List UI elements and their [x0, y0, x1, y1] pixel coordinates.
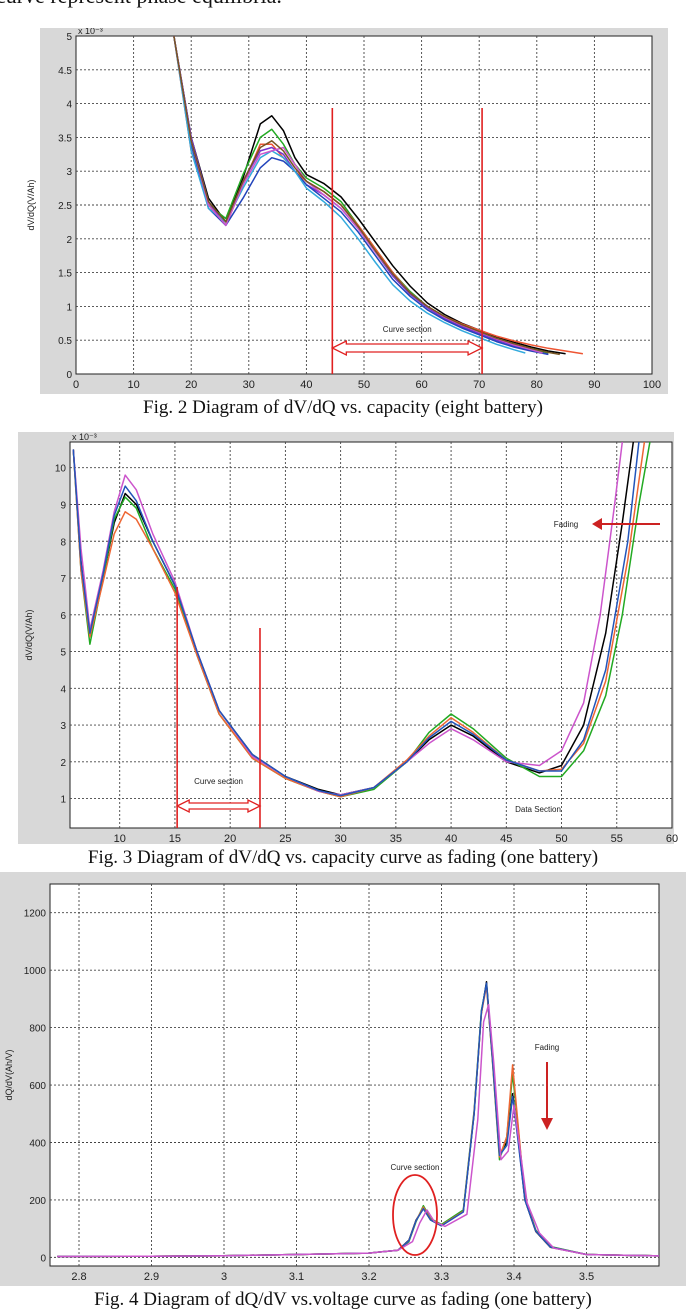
y-axis-multiplier: x 10⁻³: [72, 432, 97, 442]
x-tick-label: 3.3: [434, 1271, 449, 1283]
y-axis-label: dV/dQ(V/Ah): [26, 179, 36, 230]
series-line-8: [173, 36, 560, 356]
figure-2-caption: Fig. 2 Diagram of dV/dQ vs. capacity (ei…: [143, 397, 543, 418]
fading-label: Fading: [554, 520, 578, 529]
x-tick-label: 2.9: [144, 1271, 159, 1283]
y-tick-label: 3.5: [58, 133, 72, 144]
figure-4-caption: Fig. 4 Diagram of dQ/dV vs.voltage curve…: [94, 1289, 592, 1310]
x-tick-label: 10: [127, 379, 139, 391]
plot-area: [69, 441, 673, 829]
x-tick-label: 70: [473, 379, 485, 391]
x-tick-label: 100: [643, 379, 661, 391]
y-tick-label: 0: [66, 370, 72, 381]
x-tick-label: 3.5: [579, 1271, 594, 1283]
y-tick-label: 6: [60, 611, 66, 622]
plot-area: [49, 883, 660, 1267]
fading-label: Fading: [535, 1043, 559, 1052]
figure-3-chart: 10 15 20 25 30 35 40 45 50 55 6012345678910dV/dQ(V…: [18, 432, 678, 845]
y-tick-label: 8: [60, 537, 66, 548]
series-line-3: [173, 36, 584, 355]
x-tick-label: 50: [555, 833, 567, 845]
y-tick-label: 0.5: [58, 336, 72, 347]
y-tick-label: 600: [29, 1081, 46, 1092]
y-tick-label: 200: [29, 1196, 46, 1207]
x-tick-label: 55: [611, 833, 623, 845]
x-tick-label: 60: [666, 833, 678, 845]
fading-arrow-head: [592, 518, 602, 530]
curve-section-label: Curve section: [383, 325, 432, 334]
y-tick-label: 1000: [24, 966, 47, 977]
curve-section-double-arrow: [175, 798, 262, 814]
x-tick-label: 90: [588, 379, 600, 391]
x-tick-label: 3.4: [506, 1271, 521, 1283]
x-tick-label: 3.2: [361, 1271, 376, 1283]
x-tick-label: 50: [358, 379, 370, 391]
data-section-label: Data Section: [515, 805, 561, 814]
y-tick-label: 2.5: [58, 201, 72, 212]
curve-section-label: Curve section: [391, 1163, 440, 1172]
x-tick-label: 45: [500, 833, 512, 845]
y-tick-label: 3: [60, 721, 66, 732]
y-tick-label: 400: [29, 1138, 46, 1149]
x-tick-label: 2.8: [71, 1271, 86, 1283]
y-tick-label: 1: [60, 795, 66, 806]
y-tick-label: 1.5: [58, 269, 72, 280]
y-axis-label: dV/dQ(V/Ah): [24, 609, 34, 660]
y-tick-label: 2: [60, 758, 66, 769]
x-tick-label: 10: [114, 833, 126, 845]
x-tick-label: 30: [334, 833, 346, 845]
y-tick-label: 4: [66, 100, 72, 111]
x-tick-label: 20: [224, 833, 236, 845]
x-tick-label: 80: [531, 379, 543, 391]
y-tick-label: 2: [66, 235, 72, 246]
intro-text-fragment: curve represent phase equilibria.: [0, 0, 686, 30]
fading-arrow-head: [541, 1118, 553, 1130]
y-tick-label: 800: [29, 1024, 46, 1035]
curve-section-double-arrow: [330, 339, 484, 357]
x-tick-label: 60: [415, 379, 427, 391]
series-group: [57, 980, 659, 1258]
figure-4-chart: 2.8 2.9 3 3.1 3.2 3.3 3.4 3.5 0 200 400 600 800 1000 1…: [0, 872, 686, 1286]
x-tick-label: 40: [300, 379, 312, 391]
x-tick-label: 20: [185, 379, 197, 391]
x-tick-label: 35: [390, 833, 402, 845]
x-tick-label: 3: [221, 1271, 227, 1283]
y-tick-label: 5: [60, 648, 66, 659]
figure-3-caption: Fig. 3 Diagram of dV/dQ vs. capacity cur…: [87, 847, 599, 868]
y-tick-label: 9: [60, 500, 66, 511]
curve-section-label: Curve section: [194, 777, 243, 786]
figure-2-chart: 0 10 20 30 40 50 60 70 80 90 100 0 0.5 1 1.5 2 2.5 3 3.5 4 4…: [26, 28, 668, 394]
x-tick-label: 40: [445, 833, 457, 845]
y-tick-label: 4.5: [58, 66, 72, 77]
y-axis-label: dQ/dV(Ah/V): [4, 1049, 14, 1100]
y-tick-label: 5: [66, 32, 72, 43]
y-tick-label: 4: [60, 684, 66, 695]
curve-section-circle: [392, 1174, 438, 1256]
x-tick-label: 30: [243, 379, 255, 391]
y-tick-label: 0: [40, 1253, 46, 1264]
y-tick-label: 10: [55, 464, 67, 475]
y-tick-label: 7: [60, 574, 66, 585]
x-tick-label: 25: [279, 833, 291, 845]
series-line-5: [72, 442, 640, 797]
series-group: [72, 442, 651, 798]
x-tick-label: 0: [73, 379, 79, 391]
y-tick-label: 1: [66, 302, 72, 313]
y-tick-label: 3: [66, 167, 72, 178]
y-axis-multiplier: x 10⁻³: [78, 28, 103, 36]
y-tick-label: 1200: [24, 909, 47, 920]
series-line-5: [57, 1003, 659, 1258]
x-tick-label: 15: [169, 833, 181, 845]
x-tick-label: 3.1: [289, 1271, 304, 1283]
